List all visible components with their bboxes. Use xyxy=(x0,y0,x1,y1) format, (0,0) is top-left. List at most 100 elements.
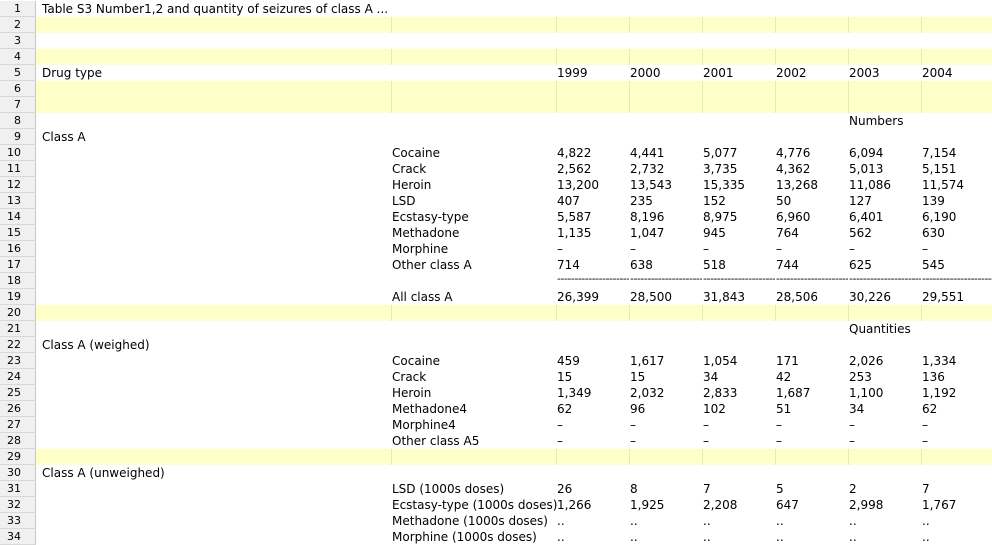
total-separator-dashes[interactable]: ---------------------------- xyxy=(849,273,921,285)
weighed-row-drug-cell[interactable]: Heroin xyxy=(392,386,432,400)
row-header-13[interactable]: 13 xyxy=(0,193,36,209)
section-class-a[interactable]: Class A xyxy=(42,130,86,144)
weighed-row-value-cell-2001[interactable]: 102 xyxy=(703,402,726,416)
row-cells[interactable]: Cocaine 4,822 4,441 5,077 4,776 6,094 7,154 xyxy=(36,145,992,161)
row-cells[interactable]: LSD (1000s doses) 26 8 7 5 2 7 xyxy=(36,481,992,497)
numbers-row-value-cell-2001[interactable]: 152 xyxy=(703,194,726,208)
numbers-row-value-cell-2003[interactable]: 5,013 xyxy=(849,162,884,176)
numbers-row-value-cell-2001[interactable]: 945 xyxy=(703,226,726,240)
row-header-23[interactable]: 23 xyxy=(0,353,36,369)
total-row-value-cell-2002[interactable]: 28,506 xyxy=(776,290,818,304)
numbers-row-value-cell-1999[interactable]: 714 xyxy=(557,258,580,272)
row-header-27[interactable]: 27 xyxy=(0,417,36,433)
numbers-row-value-cell-2001[interactable]: 15,335 xyxy=(703,178,745,192)
row-cells[interactable]: Class A (weighed) xyxy=(36,337,992,353)
weighed-row-value-cell-1999[interactable]: – xyxy=(557,418,563,432)
unweighed-row-value-cell-2000[interactable]: .. xyxy=(630,530,638,544)
numbers-row-value-cell-2004[interactable]: 11,574 xyxy=(922,178,964,192)
row-cells[interactable] xyxy=(36,81,992,97)
total-separator-dashes[interactable]: ---------------------------- xyxy=(776,273,848,285)
unweighed-row-value-cell-2003[interactable]: 2,998 xyxy=(849,498,884,512)
numbers-row-value-cell-2001[interactable]: 8,975 xyxy=(703,210,738,224)
row-cells[interactable]: Quantities xyxy=(36,321,992,337)
row-cells[interactable]: Methadone (1000s doses)............ xyxy=(36,513,992,529)
weighed-row-drug-cell[interactable]: Methadone4 xyxy=(392,402,467,416)
numbers-row-value-cell-2000[interactable]: 235 xyxy=(630,194,653,208)
row-header-28[interactable]: 28 xyxy=(0,433,36,449)
year-header-2001[interactable]: 2001 xyxy=(703,66,734,80)
numbers-row-value-cell-2001[interactable]: 3,735 xyxy=(703,162,738,176)
numbers-row-value-cell-1999[interactable]: 407 xyxy=(557,194,580,208)
numbers-row-value-cell-2002[interactable]: – xyxy=(776,242,782,256)
numbers-row-value-cell-1999[interactable]: 13,200 xyxy=(557,178,599,192)
numbers-row-value-cell-2000[interactable]: 638 xyxy=(630,258,653,272)
numbers-row-value-cell-1999[interactable]: 4,822 xyxy=(557,146,592,160)
numbers-row-value-cell-2002[interactable]: 4,362 xyxy=(776,162,811,176)
numbers-row-value-cell-2002[interactable]: 744 xyxy=(776,258,799,272)
weighed-row-value-cell-2000[interactable]: – xyxy=(630,418,636,432)
numbers-row-value-cell-1999[interactable]: 5,587 xyxy=(557,210,592,224)
total-separator-dashes[interactable]: ---------------------------- xyxy=(630,273,702,285)
row-cells[interactable]: Table S3 Number1,2 and quantity of seizu… xyxy=(36,1,992,17)
row-cells[interactable]: Heroin 13,200 13,543 15,335 13,268 11,086 11,5… xyxy=(36,177,992,193)
row-header-26[interactable]: 26 xyxy=(0,401,36,417)
row-header-6[interactable]: 6 xyxy=(0,81,36,97)
weighed-row-value-cell-2001[interactable]: 34 xyxy=(703,370,719,384)
numbers-row-value-cell-2000[interactable]: – xyxy=(630,242,636,256)
weighed-row-value-cell-2002[interactable]: – xyxy=(776,434,782,448)
numbers-row-drug-cell[interactable]: Heroin xyxy=(392,178,432,192)
numbers-row-value-cell-1999[interactable]: 1,135 xyxy=(557,226,592,240)
weighed-row-value-cell-2000[interactable]: 15 xyxy=(630,370,646,384)
row-cells[interactable]: Methadone4 62 96 102 51 34 62 xyxy=(36,401,992,417)
weighed-row-value-cell-2002[interactable]: – xyxy=(776,418,782,432)
row-cells[interactable]: Morphine (1000s doses)............ xyxy=(36,529,992,545)
numbers-row-value-cell-2000[interactable]: 4,441 xyxy=(630,146,665,160)
row-header-24[interactable]: 24 xyxy=(0,369,36,385)
total-separator-dashes[interactable]: ---------------------------- xyxy=(557,273,629,285)
numbers-row-value-cell-2001[interactable]: 5,077 xyxy=(703,146,738,160)
unweighed-row-value-cell-1999[interactable]: 1,266 xyxy=(557,498,592,512)
weighed-row-value-cell-1999[interactable]: 1,349 xyxy=(557,386,592,400)
weighed-row-value-cell-2003[interactable]: 1,100 xyxy=(849,386,884,400)
numbers-row-value-cell-2003[interactable]: 6,401 xyxy=(849,210,884,224)
numbers-row-value-cell-2004[interactable]: 630 xyxy=(922,226,945,240)
section-class-a-weighed[interactable]: Class A (weighed) xyxy=(42,338,150,352)
row-header-16[interactable]: 16 xyxy=(0,241,36,257)
numbers-row-value-cell-2003[interactable]: 127 xyxy=(849,194,872,208)
row-header-9[interactable]: 9 xyxy=(0,129,36,145)
unweighed-row-value-cell-2000[interactable]: 1,925 xyxy=(630,498,665,512)
drug-type-header-cell[interactable]: Drug type xyxy=(42,66,103,80)
weighed-row-value-cell-2000[interactable]: 2,032 xyxy=(630,386,665,400)
unweighed-row-value-cell-1999[interactable]: 26 xyxy=(557,482,573,496)
numbers-row-value-cell-2004[interactable]: 139 xyxy=(922,194,945,208)
total-separator-dashes[interactable]: ---------------------------- xyxy=(922,273,992,285)
weighed-row-value-cell-2004[interactable]: 1,334 xyxy=(922,354,957,368)
weighed-row-value-cell-2001[interactable]: – xyxy=(703,434,709,448)
weighed-row-value-cell-2004[interactable]: – xyxy=(922,418,928,432)
unweighed-row-value-cell-1999[interactable]: .. xyxy=(557,530,565,544)
row-header-25[interactable]: 25 xyxy=(0,385,36,401)
numbers-row-value-cell-2004[interactable]: 5,151 xyxy=(922,162,957,176)
row-cells[interactable]: Other class A 714 638 518 744 625 545 xyxy=(36,257,992,273)
row-header-7[interactable]: 7 xyxy=(0,97,36,113)
numbers-row-drug-cell[interactable]: Morphine xyxy=(392,242,449,256)
row-cells[interactable]: Ecstasy-type (1000s doses) 1,266 1,925 2,20… xyxy=(36,497,992,513)
weighed-row-value-cell-2003[interactable]: – xyxy=(849,434,855,448)
numbers-row-drug-cell[interactable]: Cocaine xyxy=(392,146,440,160)
row-cells[interactable] xyxy=(36,449,992,465)
row-cells[interactable] xyxy=(36,97,992,113)
row-header-18[interactable]: 18 xyxy=(0,273,36,289)
row-cells[interactable]: Other class A5 – – – – – – xyxy=(36,433,992,449)
year-header-1999[interactable]: 1999 xyxy=(557,66,588,80)
row-header-8[interactable]: 8 xyxy=(0,113,36,129)
numbers-row-value-cell-2001[interactable]: 518 xyxy=(703,258,726,272)
numbers-row-value-cell-2004[interactable]: 7,154 xyxy=(922,146,957,160)
weighed-row-value-cell-2002[interactable]: 171 xyxy=(776,354,799,368)
total-row-value-cell-2000[interactable]: 28,500 xyxy=(630,290,672,304)
unweighed-row-value-cell-2004[interactable]: 1,767 xyxy=(922,498,957,512)
row-header-21[interactable]: 21 xyxy=(0,321,36,337)
numbers-row-value-cell-2000[interactable]: 1,047 xyxy=(630,226,665,240)
weighed-row-value-cell-2002[interactable]: 42 xyxy=(776,370,792,384)
weighed-row-value-cell-2003[interactable]: 2,026 xyxy=(849,354,884,368)
row-cells[interactable]: All class A 26,399 28,500 31,843 28,506 30,22… xyxy=(36,289,992,305)
